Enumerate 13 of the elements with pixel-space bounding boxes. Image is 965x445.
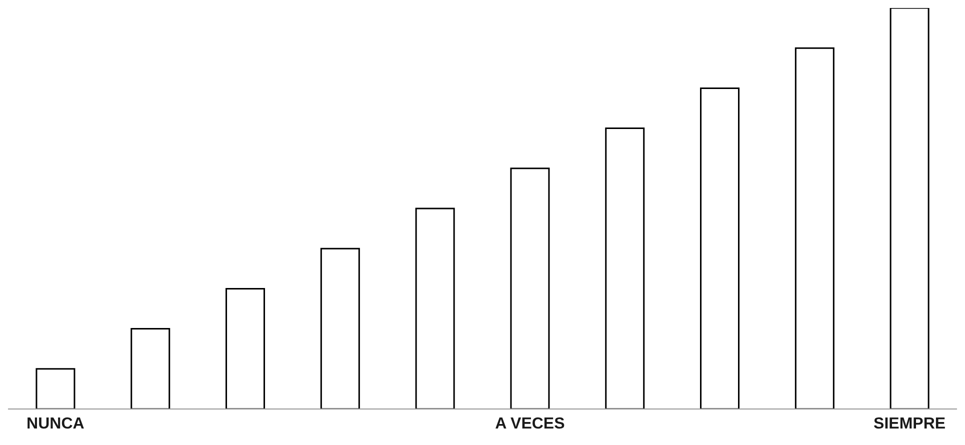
bar bbox=[415, 208, 455, 409]
bar bbox=[510, 168, 550, 409]
bar bbox=[36, 368, 76, 409]
bar bbox=[320, 248, 360, 409]
bar bbox=[890, 8, 930, 409]
x-tick-label: A VECES bbox=[495, 415, 566, 432]
bar bbox=[226, 288, 266, 409]
bar bbox=[700, 87, 740, 409]
bar bbox=[794, 47, 834, 409]
x-tick-label: NUNCA bbox=[26, 415, 85, 432]
bar bbox=[605, 128, 645, 409]
x-tick-label: SIEMPRE bbox=[874, 415, 946, 432]
bar bbox=[130, 328, 170, 409]
